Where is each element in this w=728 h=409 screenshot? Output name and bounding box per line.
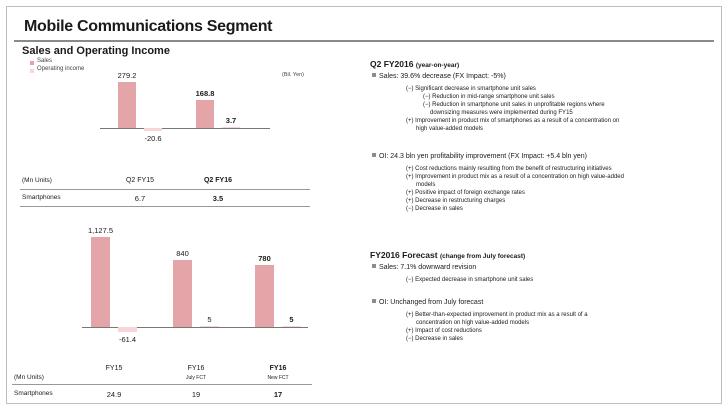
baseline-axis	[82, 327, 308, 328]
bullet-item: (+) Better-than-expected improvement in …	[406, 312, 588, 318]
bullet-item: models	[416, 182, 436, 188]
smartphone-units-value: 6.7	[134, 194, 146, 203]
bullet-item: (+) Impact of cost reductions	[406, 328, 482, 334]
sales-bar	[173, 260, 192, 327]
sales-bar	[118, 81, 136, 128]
bullet-item: (−) Decrease in sales	[406, 206, 463, 212]
slide-frame	[6, 6, 722, 404]
smartphone-units-value: 3.5	[212, 194, 224, 203]
fy-heading: FY2016 Forecast (change from July foreca…	[370, 250, 526, 260]
q2-oi-line: OI: 24.3 bln yen profitability improveme…	[372, 153, 587, 160]
smartphone-units-value: 24.9	[106, 390, 122, 399]
unit-mn-units-top: (Mn Units)	[22, 177, 52, 184]
sales-value-label: 279.2	[117, 70, 137, 80]
sales-value-label: 780	[258, 253, 271, 263]
operating-income-bar	[222, 126, 240, 128]
row-label-smartphones-bottom: Smartphones	[14, 390, 53, 397]
sales-bar	[91, 237, 110, 327]
unit-mn-units-bottom: (Mn Units)	[14, 374, 44, 381]
operating-income-value-label: 5	[207, 314, 212, 324]
bullet-item: concentration on high value-added models	[416, 320, 530, 326]
sales-bar	[196, 100, 214, 128]
operating-income-bar	[144, 128, 162, 132]
title-bar: Mobile Communications Segment	[14, 10, 714, 42]
legend-label-sales: Sales	[37, 58, 53, 64]
smartphone-units-value: 17	[273, 390, 283, 399]
legend-swatch-sales	[30, 61, 34, 65]
bullet-item: (−) Decrease in sales	[406, 336, 463, 342]
operating-income-value-label: -20.6	[144, 134, 162, 144]
legend-swatch-operating-income	[30, 69, 34, 73]
category-label: Q2 FY16	[203, 177, 233, 184]
bullet-item: (+) Cost reductions mainly resulting fro…	[406, 166, 612, 172]
operating-income-value-label: 5	[289, 314, 294, 324]
q2-sales-line: Sales: 39.6% decrease (FX Impact: -5%)	[372, 73, 506, 80]
smartphone-units-value: 19	[191, 390, 201, 399]
bullet-item: (+) Improvement in product mix as a resu…	[406, 174, 624, 180]
bullet-item: (−) Expected decrease in smartphone unit…	[406, 277, 534, 283]
bullet-item: (+) Improvement in product mix of smartp…	[406, 118, 620, 124]
q2-heading: Q2 FY2016 (year-on-year)	[370, 59, 460, 69]
operating-income-bar	[200, 325, 219, 327]
bullet-item: (+) Decrease in restructuring charges	[406, 198, 506, 204]
category-label: Q2 FY15	[125, 177, 155, 184]
bullet-item: (−) Significant decrease in smartphone u…	[406, 86, 536, 92]
legend-label-operating-income: Operating income	[37, 66, 85, 72]
operating-income-bar	[118, 327, 137, 332]
operating-income-value-label: 3.7	[225, 115, 237, 125]
row-label-smartphones-top: Smartphones	[22, 194, 61, 201]
section-title: Sales and Operating Income	[22, 45, 170, 57]
sales-value-label: 1,127.5	[87, 226, 114, 236]
sales-value-label: 168.8	[195, 89, 215, 99]
category-label: FY16	[269, 365, 287, 372]
unit-bil-yen: (Bil. Yen)	[282, 72, 305, 78]
category-sub-label: July FCT	[186, 375, 206, 381]
fy-oi-line: OI: Unchanged from July forecast	[372, 299, 483, 306]
baseline-axis	[100, 128, 270, 129]
category-label: FY16	[187, 365, 205, 372]
table-top-divider	[20, 189, 310, 190]
bullet-item: (−) Reduction in mid-range smartphone un…	[423, 94, 555, 100]
bullet-item: (−) Reduction in smartphone unit sales i…	[423, 102, 605, 108]
category-label: FY15	[105, 365, 123, 372]
operating-income-value-label: -61.4	[118, 334, 137, 344]
table-bottom-divider-2	[12, 384, 312, 385]
bullet-item: high value-added models	[416, 126, 484, 132]
table-bottom-divider	[20, 206, 310, 207]
fy-sales-line: Sales: 7.1% downward revision	[372, 264, 476, 271]
slide-title: Mobile Communications Segment	[24, 18, 273, 35]
sales-bar	[255, 264, 274, 327]
category-sub-label: New FCT	[267, 375, 289, 381]
sales-value-label: 840	[176, 249, 189, 259]
operating-income-bar	[282, 325, 301, 327]
bullet-item: downsizing measures were implemented dur…	[430, 110, 573, 116]
bullet-item: (+) Positive impact of foreign exchange …	[406, 190, 525, 196]
